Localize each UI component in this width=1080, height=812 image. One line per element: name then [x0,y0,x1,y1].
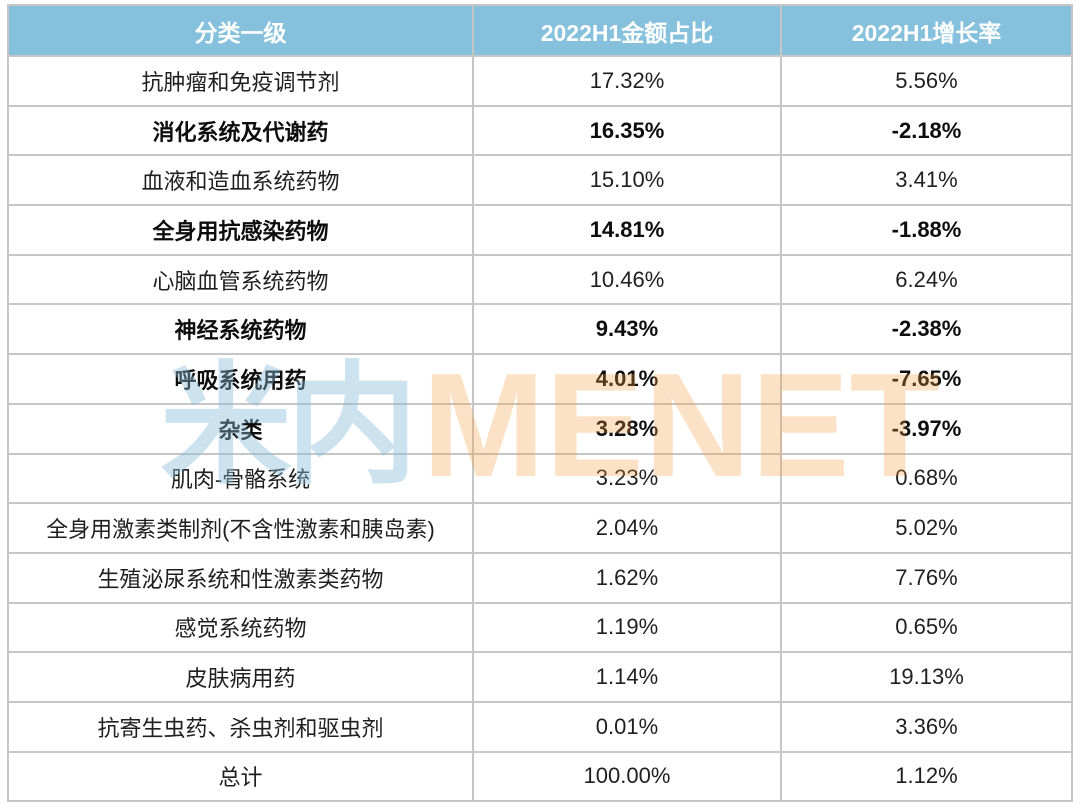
category-cell: 肌肉-骨骼系统 [7,452,474,505]
table-row: 消化系统及代谢药 16.35% -2.18% [7,104,1073,157]
share-cell: 4.01% [472,353,782,405]
table-row: 肌肉-骨骼系统 3.23% 0.68% [7,452,1073,505]
table-row: 感觉系统药物 1.19% 0.65% [7,601,1073,654]
category-cell: 抗肿瘤和免疫调节剂 [7,55,474,107]
share-cell: 100.00% [472,750,782,803]
growth-cell: 0.68% [780,452,1073,505]
category-cell: 皮肤病用药 [7,651,474,703]
column-header-growth: 2022H1增长率 [780,4,1073,57]
table-row: 神经系统药物 9.43% -2.38% [7,303,1073,356]
growth-cell: -2.18% [780,104,1073,157]
share-cell: 15.10% [472,154,782,207]
category-cell: 神经系统药物 [7,303,474,356]
share-cell: 2.04% [472,502,782,554]
growth-cell: 6.24% [780,253,1073,306]
table-row: 心脑血管系统药物 10.46% 6.24% [7,253,1073,306]
category-cell: 血液和造血系统药物 [7,154,474,207]
category-cell: 感觉系统药物 [7,601,474,654]
category-cell: 全身用抗感染药物 [7,204,474,256]
share-cell: 1.14% [472,651,782,703]
growth-cell: 5.56% [780,55,1073,107]
table-row: 生殖泌尿系统和性激素类药物 1.62% 7.76% [7,551,1073,604]
share-cell: 1.62% [472,551,782,604]
growth-cell: -7.65% [780,353,1073,405]
share-cell: 10.46% [472,253,782,306]
table-row: 抗寄生虫药、杀虫剂和驱虫剂 0.01% 3.36% [7,700,1073,753]
share-cell: 3.28% [472,402,782,455]
growth-cell: 3.36% [780,700,1073,753]
category-cell: 总计 [7,750,474,803]
table-row: 皮肤病用药 1.14% 19.13% [7,651,1073,703]
table-row: 全身用激素类制剂(不含性激素和胰岛素) 2.04% 5.02% [7,502,1073,554]
share-cell: 0.01% [472,700,782,753]
growth-cell: 3.41% [780,154,1073,207]
growth-cell: -2.38% [780,303,1073,356]
table-row: 总计 100.00% 1.12% [7,750,1073,803]
share-cell: 14.81% [472,204,782,256]
growth-cell: 0.65% [780,601,1073,654]
category-cell: 消化系统及代谢药 [7,104,474,157]
growth-cell: 7.76% [780,551,1073,604]
column-header-category: 分类一级 [7,4,474,57]
table-row: 全身用抗感染药物 14.81% -1.88% [7,204,1073,256]
share-cell: 3.23% [472,452,782,505]
category-cell: 生殖泌尿系统和性激素类药物 [7,551,474,604]
table-body: 抗肿瘤和免疫调节剂 17.32% 5.56% 消化系统及代谢药 16.35% -… [7,55,1073,803]
growth-cell: 5.02% [780,502,1073,554]
table-row: 血液和造血系统药物 15.10% 3.41% [7,154,1073,207]
share-cell: 16.35% [472,104,782,157]
category-cell: 心脑血管系统药物 [7,253,474,306]
table-row: 抗肿瘤和免疫调节剂 17.32% 5.56% [7,55,1073,107]
share-cell: 1.19% [472,601,782,654]
growth-cell: -3.97% [780,402,1073,455]
category-cell: 抗寄生虫药、杀虫剂和驱虫剂 [7,700,474,753]
table-row: 杂类 3.28% -3.97% [7,402,1073,455]
growth-cell: -1.88% [780,204,1073,256]
table-row: 呼吸系统用药 4.01% -7.65% [7,353,1073,405]
category-cell: 呼吸系统用药 [7,353,474,405]
column-header-share: 2022H1金额占比 [472,4,782,57]
share-cell: 9.43% [472,303,782,356]
share-cell: 17.32% [472,55,782,107]
table-header-row: 分类一级 2022H1金额占比 2022H1增长率 [7,4,1073,57]
growth-cell: 1.12% [780,750,1073,803]
category-share-table-container: 分类一级 2022H1金额占比 2022H1增长率 抗肿瘤和免疫调节剂 17.3… [7,4,1073,803]
category-share-table: 分类一级 2022H1金额占比 2022H1增长率 抗肿瘤和免疫调节剂 17.3… [7,4,1073,803]
category-cell: 杂类 [7,402,474,455]
category-cell: 全身用激素类制剂(不含性激素和胰岛素) [7,502,474,554]
growth-cell: 19.13% [780,651,1073,703]
